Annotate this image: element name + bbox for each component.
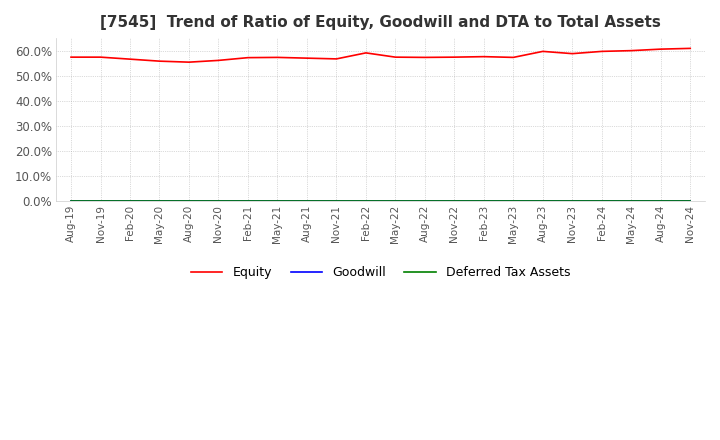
Goodwill (598, 198, 606, 204)
Deferred Tax Assets (450, 198, 459, 204)
Deferred Tax Assets (539, 198, 547, 204)
Goodwill (184, 198, 193, 204)
Goodwill (156, 198, 164, 204)
Goodwill (657, 198, 665, 204)
Goodwill (627, 198, 636, 204)
Goodwill (480, 198, 488, 204)
Deferred Tax Assets (509, 198, 518, 204)
Equity (243, 55, 252, 60)
Deferred Tax Assets (214, 198, 222, 204)
Deferred Tax Assets (273, 198, 282, 204)
Equity (184, 59, 193, 65)
Equity (391, 55, 400, 60)
Goodwill (243, 198, 252, 204)
Deferred Tax Assets (480, 198, 488, 204)
Equity (657, 47, 665, 52)
Equity (509, 55, 518, 60)
Equity (96, 55, 105, 60)
Goodwill (302, 198, 311, 204)
Deferred Tax Assets (420, 198, 429, 204)
Goodwill (686, 198, 695, 204)
Equity (214, 58, 222, 63)
Goodwill (361, 198, 370, 204)
Deferred Tax Assets (67, 198, 76, 204)
Equity (598, 49, 606, 54)
Equity (126, 56, 135, 62)
Equity (480, 54, 488, 59)
Equity (539, 49, 547, 54)
Deferred Tax Assets (243, 198, 252, 204)
Equity (361, 50, 370, 55)
Goodwill (67, 198, 76, 204)
Equity (302, 55, 311, 61)
Deferred Tax Assets (96, 198, 105, 204)
Goodwill (420, 198, 429, 204)
Equity (67, 55, 76, 60)
Goodwill (509, 198, 518, 204)
Goodwill (450, 198, 459, 204)
Equity (156, 59, 164, 64)
Equity (420, 55, 429, 60)
Deferred Tax Assets (657, 198, 665, 204)
Deferred Tax Assets (126, 198, 135, 204)
Deferred Tax Assets (627, 198, 636, 204)
Deferred Tax Assets (391, 198, 400, 204)
Goodwill (391, 198, 400, 204)
Deferred Tax Assets (156, 198, 164, 204)
Goodwill (126, 198, 135, 204)
Deferred Tax Assets (568, 198, 577, 204)
Deferred Tax Assets (598, 198, 606, 204)
Goodwill (96, 198, 105, 204)
Deferred Tax Assets (686, 198, 695, 204)
Line: Equity: Equity (71, 48, 690, 62)
Equity (273, 55, 282, 60)
Title: [7545]  Trend of Ratio of Equity, Goodwill and DTA to Total Assets: [7545] Trend of Ratio of Equity, Goodwil… (100, 15, 661, 30)
Equity (627, 48, 636, 53)
Equity (686, 46, 695, 51)
Deferred Tax Assets (361, 198, 370, 204)
Deferred Tax Assets (332, 198, 341, 204)
Goodwill (273, 198, 282, 204)
Goodwill (332, 198, 341, 204)
Equity (568, 51, 577, 56)
Equity (450, 55, 459, 60)
Deferred Tax Assets (184, 198, 193, 204)
Legend: Equity, Goodwill, Deferred Tax Assets: Equity, Goodwill, Deferred Tax Assets (186, 261, 575, 284)
Equity (332, 56, 341, 62)
Goodwill (568, 198, 577, 204)
Goodwill (214, 198, 222, 204)
Goodwill (539, 198, 547, 204)
Deferred Tax Assets (302, 198, 311, 204)
